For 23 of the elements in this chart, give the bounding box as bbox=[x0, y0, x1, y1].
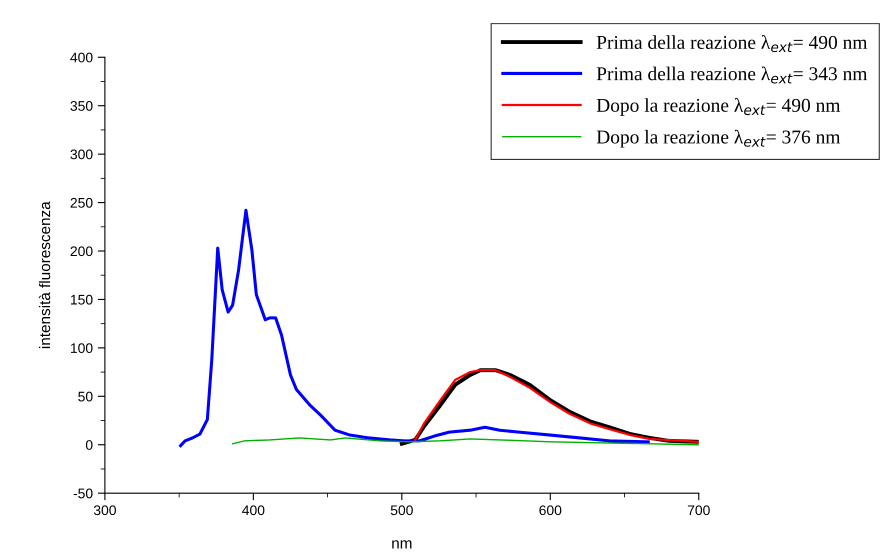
legend-label: Dopo la reazione λ$_{ext}$= 490 nm bbox=[596, 98, 840, 116]
y-tick-label: 400 bbox=[70, 52, 93, 62]
legend-label: Dopo la reazione λ$_{ext}$= 376 nm bbox=[596, 130, 840, 148]
y-tick-label: 350 bbox=[70, 101, 93, 111]
x-tick-label: 700 bbox=[688, 505, 710, 516]
y-tick-label: -50 bbox=[74, 488, 93, 498]
line-series bbox=[232, 437, 699, 446]
y-tick-label: 0 bbox=[86, 440, 93, 450]
y-tick-label: 250 bbox=[70, 198, 93, 208]
legend-label: Prima della reazione λ$_{ext}$= 490 nm bbox=[596, 35, 868, 52]
y-tick-label: 200 bbox=[70, 246, 93, 256]
line-series bbox=[179, 208, 650, 448]
y-tick-label: 50 bbox=[78, 392, 93, 402]
x-axis-title: nm bbox=[392, 540, 412, 548]
y-tick-label: 300 bbox=[70, 149, 93, 160]
legend-label: Prima della reazione λ$_{ext}$= 343 nm bbox=[596, 66, 868, 84]
y-tick-label: 150 bbox=[70, 294, 93, 305]
y-tick-label: 100 bbox=[70, 343, 93, 354]
x-tick-label: 400 bbox=[242, 505, 264, 516]
x-tick-label: 300 bbox=[94, 505, 116, 516]
y-axis-title: intensità fluorescenza bbox=[38, 201, 50, 348]
x-tick-label: 600 bbox=[539, 505, 562, 516]
x-tick-label: 500 bbox=[390, 505, 413, 516]
